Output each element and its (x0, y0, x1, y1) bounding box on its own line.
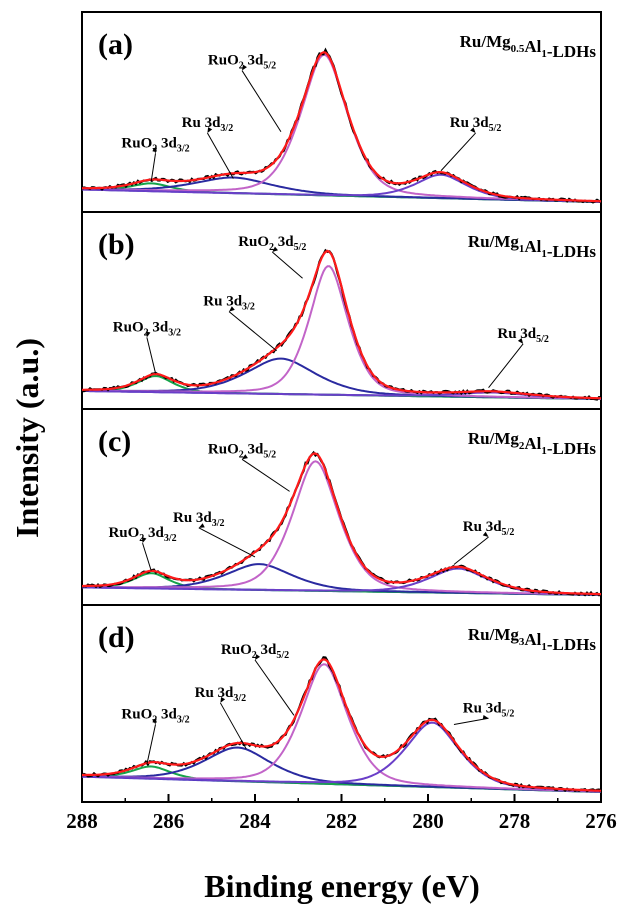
panel-frame (81, 604, 602, 803)
arrow-head (470, 127, 476, 134)
annotation-arrow (453, 536, 489, 565)
panel-c: (c) Ru/Mg2Al1-LDHs RuO2 3d3/2Ru 3d3/2 RuO2 … (81, 408, 602, 606)
arrow-head (198, 523, 205, 528)
arrow-head (229, 306, 235, 312)
arrow-head (482, 531, 489, 537)
annotation-label: RuO2 3d3/2 (108, 525, 176, 544)
sample-label: Ru/Mg3Al1-LDHs (468, 625, 597, 654)
peak-ruo2-3d3-2 (82, 572, 601, 596)
annotation-arrow (206, 132, 234, 179)
annotation-arrow (146, 337, 157, 374)
annotation-label: Ru 3d5/2 (463, 519, 515, 538)
panel-tag: (b) (98, 228, 135, 261)
x-tick-label: 278 (499, 809, 531, 833)
annotation-arrow (219, 702, 247, 750)
annotation-label: Ru 3d3/2 (173, 510, 225, 529)
x-tick-label: 280 (412, 809, 444, 833)
annotation-label: RuO2 3d5/2 (221, 642, 289, 661)
annotation-label: Ru 3d5/2 (497, 326, 549, 345)
peak-ruo2-3d5-2 (82, 663, 601, 793)
panel-tag: (a) (98, 28, 133, 61)
annotation-arrow (241, 70, 282, 132)
arrow-head (220, 696, 226, 703)
annotation-arrow (440, 132, 476, 172)
raw-spectrum (81, 656, 602, 793)
annotation-label: Ru 3d5/2 (450, 115, 502, 134)
arrow-head (242, 64, 247, 71)
annotation-arrow (198, 527, 256, 558)
arrow-head (207, 127, 213, 134)
x-tick-label: 276 (585, 809, 617, 833)
panel-tag: (d) (98, 621, 135, 654)
panel-b: (b) Ru/Mg1Al1-LDHs RuO2 3d3/2 Ru 3d3/2 RuO2 … (81, 211, 602, 410)
arrow-head (145, 331, 151, 338)
fit-envelope (82, 51, 602, 203)
x-axis: 288 286 284 282 280 278 276 (66, 794, 617, 833)
annotation-arrow (142, 542, 152, 571)
annotation-label: RuO2 3d3/2 (113, 319, 181, 338)
y-axis-label: Intensity (a.u.) (9, 338, 45, 538)
arrow-head (517, 338, 524, 344)
annotation-arrow (488, 343, 524, 389)
arrow-head (255, 654, 261, 660)
annotation-label: Ru 3d3/2 (203, 294, 255, 313)
arrow-head (141, 537, 147, 544)
arrow-head (272, 246, 279, 253)
annotation-arrow (228, 311, 277, 352)
annotation-label: RuO2 3d5/2 (208, 441, 276, 460)
arrow-head (482, 714, 489, 720)
panel-frame (81, 11, 602, 213)
annotation-arrow (150, 153, 157, 182)
x-axis-label: Binding energy (eV) (204, 868, 480, 904)
arrow-head (152, 147, 158, 154)
fit-envelope (82, 249, 602, 400)
fit-envelope (82, 452, 601, 596)
annotation-label: RuO2 3d5/2 (208, 53, 276, 72)
annotation-arrow (271, 251, 303, 279)
annotation-arrow (254, 659, 295, 716)
peak-ru-3d5-2 (81, 721, 602, 793)
arrow-head (242, 454, 248, 460)
x-tick-label: 282 (326, 809, 358, 833)
annotation-arrow (241, 458, 290, 492)
panel-frame (81, 211, 602, 410)
arrow-head (152, 718, 157, 725)
x-tick-label: 284 (239, 809, 271, 833)
annotation-arrow (146, 724, 157, 765)
sample-label: Ru/Mg1Al1-LDHs (468, 232, 597, 261)
annotation-label: Ru 3d3/2 (195, 685, 247, 704)
x-tick-label: 288 (66, 809, 98, 833)
annotation-label: Ru 3d3/2 (182, 115, 234, 134)
x-tick-label: 286 (153, 809, 185, 833)
annotation-label: RuO2 3d5/2 (238, 234, 306, 253)
peak-ruo2-3d5-2 (81, 460, 601, 596)
sample-label: Ru/Mg0.5Al1-LDHs (460, 32, 597, 61)
fit-envelope (82, 658, 602, 792)
annotation-label: Ru 3d5/2 (463, 700, 515, 719)
sample-label: Ru/Mg2Al1-LDHs (468, 429, 597, 458)
panel-tag: (c) (98, 425, 131, 458)
